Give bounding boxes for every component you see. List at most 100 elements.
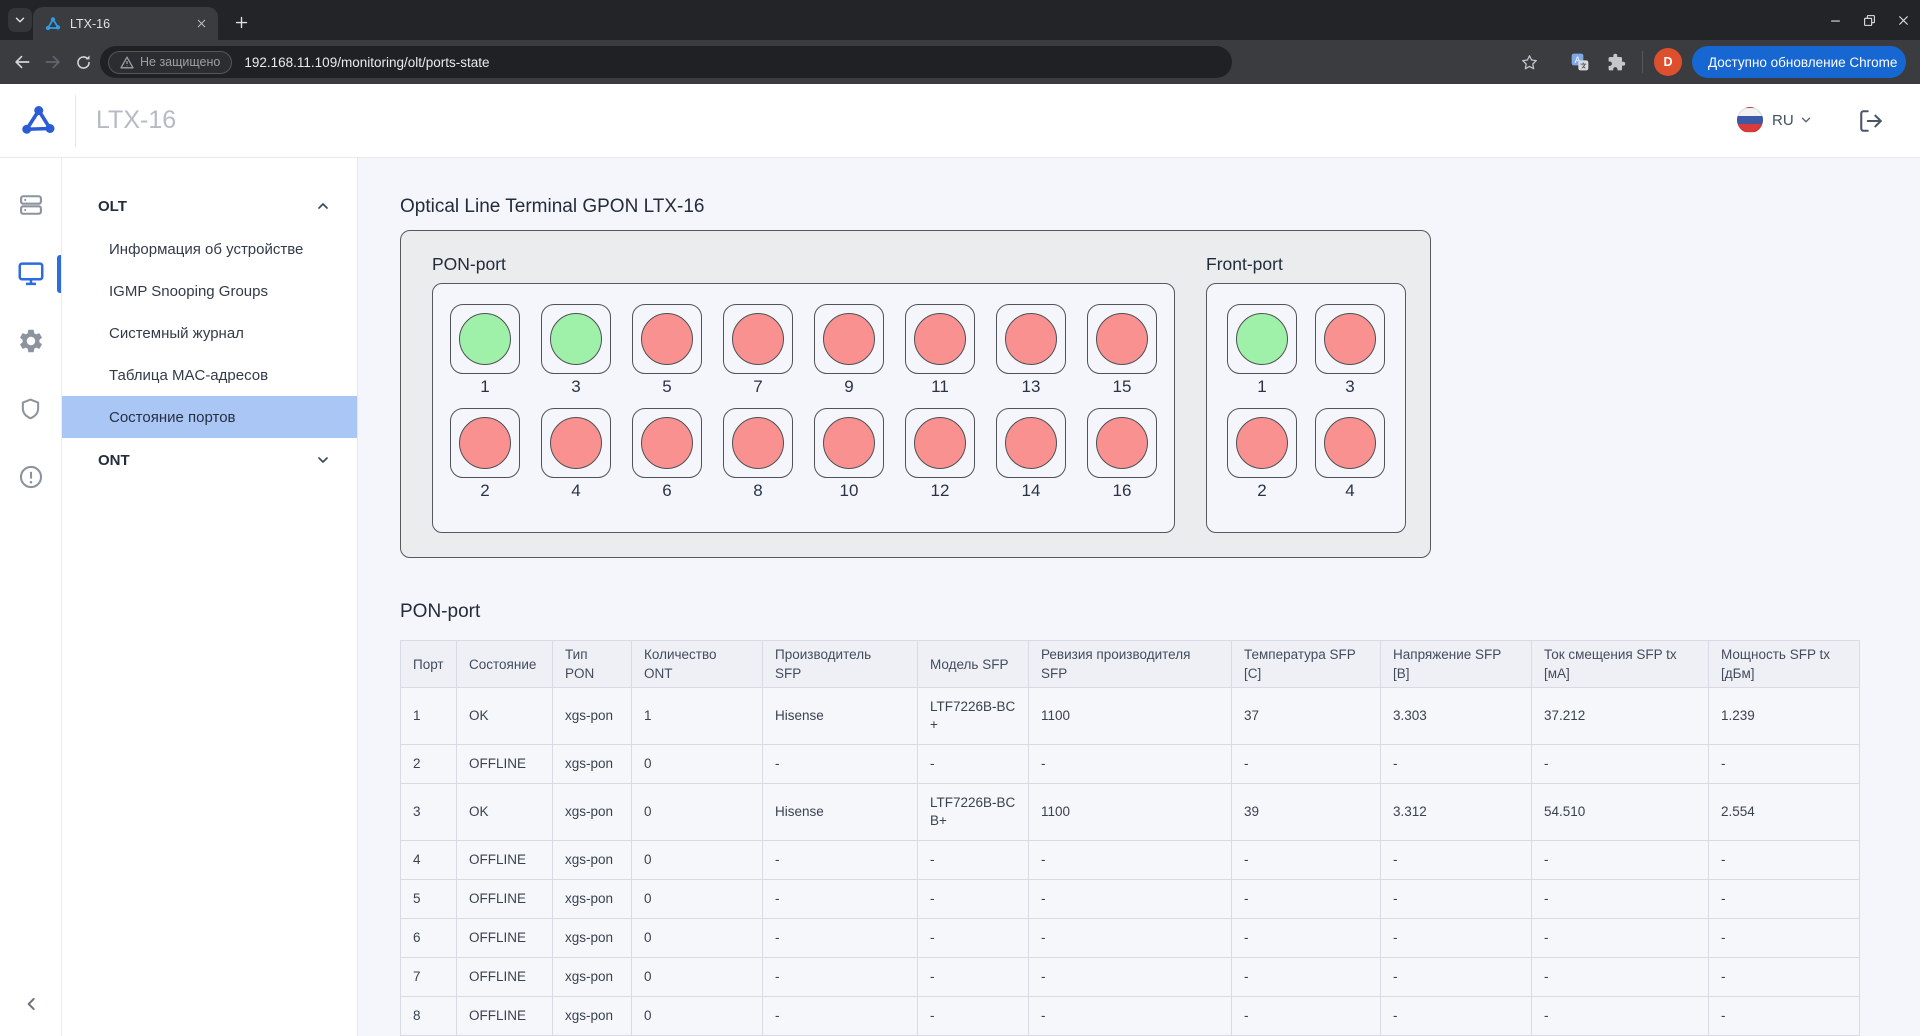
rail-item-alerts[interactable] [16, 462, 46, 492]
port-pon-11[interactable]: 11 [905, 304, 975, 400]
warning-icon [120, 56, 134, 68]
window-close-button[interactable] [1886, 0, 1920, 40]
table-cell: - [917, 744, 1029, 784]
sidebar-group-ont[interactable]: ONT [62, 438, 357, 482]
port-socket [450, 304, 520, 374]
column-header: Порт [400, 640, 457, 688]
sidebar-collapse-button[interactable] [22, 994, 42, 1014]
table-cell: - [1231, 918, 1381, 958]
browser-tab-strip: LTX-16 [0, 0, 1920, 40]
port-pon-4[interactable]: 4 [541, 408, 611, 504]
device-front-panel: PON-port 1 3 5 7 9 11 13 15 2 4 6 8 10 12 14 16 Front-p… [400, 230, 1431, 558]
port-pon-13[interactable]: 13 [996, 304, 1066, 400]
sidebar-item[interactable]: Состояние портов [62, 396, 357, 438]
port-pon-7[interactable]: 7 [723, 304, 793, 400]
device-title: LTX-16 [96, 106, 177, 134]
back-icon [14, 55, 29, 69]
table-cell: 0 [631, 744, 763, 784]
table-cell: - [1531, 744, 1709, 784]
table-cell: - [1380, 957, 1532, 997]
table-cell: 2 [400, 744, 457, 784]
table-cell: OFFLINE [456, 840, 553, 880]
sidebar-group-olt[interactable]: OLT [62, 184, 357, 228]
table-cell: - [1708, 879, 1860, 919]
port-pon-14[interactable]: 14 [996, 408, 1066, 504]
port-socket [1315, 408, 1385, 478]
port-pon-6[interactable]: 6 [632, 408, 702, 504]
port-front-1[interactable]: 1 [1227, 304, 1297, 400]
table-cell: - [1380, 996, 1532, 1036]
port-pon-10[interactable]: 10 [814, 408, 884, 504]
port-pon-9[interactable]: 9 [814, 304, 884, 400]
table-cell: 54.510 [1531, 783, 1709, 841]
port-number: 10 [839, 481, 859, 500]
port-led-down [914, 313, 966, 365]
port-pon-2[interactable]: 2 [450, 408, 520, 504]
sidebar-item[interactable]: IGMP Snooping Groups [109, 282, 268, 300]
language-selector[interactable]: RU [1737, 106, 1813, 134]
table-cell: - [1231, 744, 1381, 784]
russian-flag-icon [1737, 107, 1763, 133]
reload-icon [77, 55, 90, 69]
rail-item-monitoring[interactable] [16, 258, 46, 288]
rail-item-devices[interactable] [16, 190, 46, 220]
table-cell: xgs-pon [552, 783, 632, 841]
table-cell: 1100 [1028, 783, 1232, 841]
port-front-2[interactable]: 2 [1227, 408, 1297, 504]
profile-avatar[interactable]: D [1654, 48, 1682, 76]
table-cell: - [917, 840, 1029, 880]
forward-button[interactable] [37, 40, 68, 84]
port-pon-15[interactable]: 15 [1087, 304, 1157, 400]
sidebar-item[interactable]: Таблица MAC-адресов [109, 366, 269, 384]
port-pon-1[interactable]: 1 [450, 304, 520, 400]
window-controls [1818, 0, 1920, 40]
chrome-update-button[interactable]: Доступно обновление Chrome [1692, 46, 1906, 78]
port-number: 11 [931, 377, 949, 396]
alert-circle-icon [19, 465, 42, 489]
rail-item-settings[interactable] [16, 326, 46, 356]
close-icon [197, 19, 205, 28]
port-pon-5[interactable]: 5 [632, 304, 702, 400]
table-cell: - [762, 879, 918, 919]
port-front-3[interactable]: 3 [1315, 304, 1385, 400]
bookmark-button[interactable] [1517, 50, 1541, 74]
window-minimize-button[interactable] [1818, 0, 1852, 40]
table-cell: - [917, 879, 1029, 919]
port-led-down [732, 313, 784, 365]
rail-item-security[interactable] [16, 394, 46, 424]
table-cell: - [1380, 879, 1532, 919]
extensions-button[interactable] [1604, 50, 1628, 74]
translate-button[interactable]: A [1568, 50, 1592, 74]
logout-button[interactable] [1858, 108, 1884, 134]
table-cell: - [1708, 744, 1860, 784]
table-cell: 2.554 [1708, 783, 1860, 841]
table-cell: 1100 [1028, 687, 1232, 745]
browser-tab[interactable]: LTX-16 [33, 7, 218, 40]
table-cell: - [1028, 957, 1232, 997]
port-pon-3[interactable]: 3 [541, 304, 611, 400]
star-icon [1521, 54, 1537, 69]
port-front-4[interactable]: 4 [1315, 408, 1385, 504]
new-tab-button[interactable] [228, 9, 254, 35]
port-pon-8[interactable]: 8 [723, 408, 793, 504]
sidebar-item[interactable]: Информация об устройстве [109, 240, 304, 258]
port-socket [996, 304, 1066, 374]
window-restore-button[interactable] [1852, 0, 1886, 40]
port-pon-16[interactable]: 16 [1087, 408, 1157, 504]
table-header-row: Порт Состояние Тип PON Количество ONT Произв… [400, 640, 1860, 688]
port-number: 2 [480, 481, 490, 500]
front-port-panel: Front-port 1 3 2 4 [1206, 251, 1406, 557]
logout-icon [1860, 110, 1882, 132]
sidebar-item[interactable]: Системный журнал [109, 324, 244, 342]
address-bar[interactable]: Не защищено 192.168.11.109/monitoring/ol… [100, 46, 1232, 78]
tab-close-button[interactable] [192, 15, 210, 33]
table-cell: - [1231, 957, 1381, 997]
back-button[interactable] [6, 40, 37, 84]
table-cell: - [1028, 996, 1232, 1036]
tab-search-button[interactable] [8, 8, 32, 32]
port-pon-12[interactable]: 12 [905, 408, 975, 504]
security-chip[interactable]: Не защищено [108, 50, 233, 74]
table-cell: 37 [1231, 687, 1381, 745]
reload-button[interactable] [68, 40, 99, 84]
table-cell: - [1028, 918, 1232, 958]
